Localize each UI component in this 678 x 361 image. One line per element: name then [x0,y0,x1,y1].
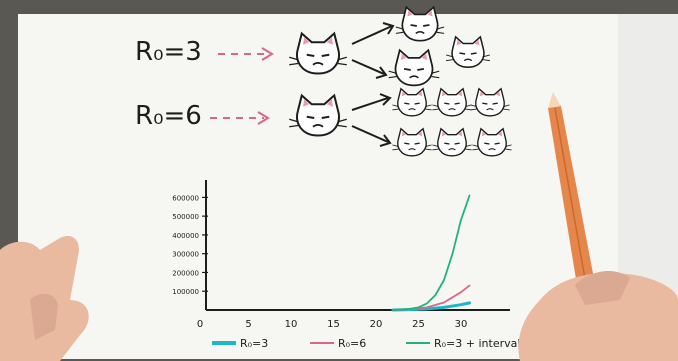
branch-arrows-bottom [351,93,392,147]
r0-3-label: R₀=3 [135,37,202,67]
cat-bottom-4 [432,127,472,157]
legend-label-2: R₀=6 [338,337,366,350]
r0-6-label: R₀=6 [135,101,202,131]
cat-bottom-0 [392,87,432,117]
y-tick-label: 300000 [172,251,199,259]
series-line-3 [392,194,471,311]
cat-bottom-5 [472,127,512,157]
cat-bottom-1 [432,87,472,117]
y-tick-label: 200000 [172,269,199,277]
x-tick-label: 5 [245,319,251,330]
right-hand [518,270,678,361]
legend-label-1: R₀=3 [240,337,268,350]
y-tick-label: 100000 [172,288,199,296]
source-cat-bottom [289,93,347,137]
x-tick-label: 15 [327,319,340,330]
cat-bottom-3 [392,127,432,157]
dashed-arrow-bottom [210,111,270,125]
x-tick-label: 25 [412,319,425,330]
left-hand [0,236,89,361]
x-tick-label: 20 [370,319,383,330]
y-tick-label: 400000 [172,232,199,240]
y-tick-label: 500000 [172,213,199,221]
cat-doodles [289,5,512,157]
x-tick-label: 10 [285,319,298,330]
cat-top-a [395,5,445,42]
x-tick-label: 0 [197,319,203,330]
dashed-arrow-top [218,47,274,61]
cat-top-c [446,35,490,69]
source-cat-top [289,31,347,75]
y-tick-label: 600000 [172,194,199,202]
x-tick-label: 30 [455,319,468,330]
cat-top-b [388,48,440,87]
cat-bottom-2 [470,87,510,117]
branch-arrows-top [351,22,395,79]
